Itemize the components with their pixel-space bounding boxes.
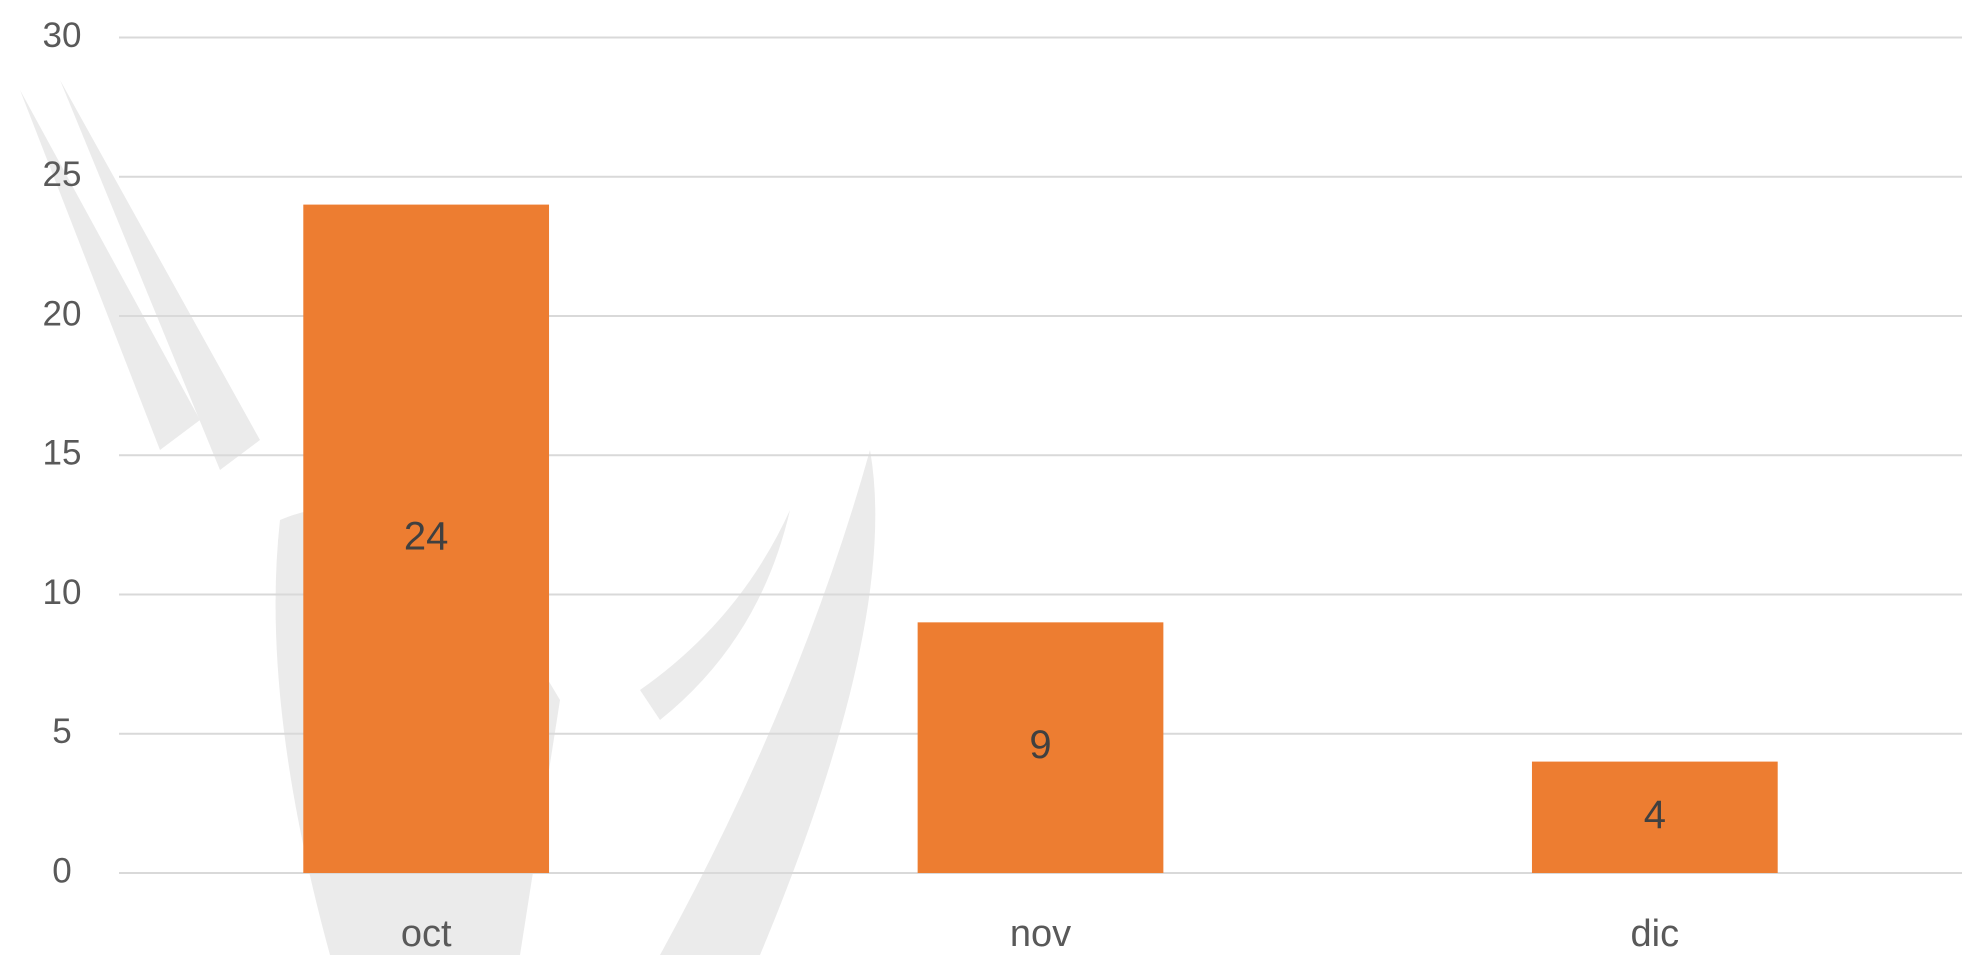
x-tick-label: nov [1010, 913, 1071, 955]
bar [917, 622, 1164, 873]
y-tick-label: 10 [43, 573, 82, 612]
bar [1531, 761, 1778, 873]
y-tick-label: 0 [52, 851, 71, 890]
y-tick-label: 30 [43, 16, 82, 55]
y-tick-label: 15 [43, 434, 82, 473]
data-label: 24 [404, 514, 449, 558]
bar [303, 204, 550, 874]
data-label: 9 [1029, 723, 1051, 767]
y-tick-label: 25 [43, 155, 82, 194]
data-label: 4 [1644, 793, 1666, 837]
y-tick-label: 20 [43, 294, 82, 333]
x-tick-label: oct [401, 913, 452, 955]
y-tick-label: 5 [52, 712, 71, 751]
x-tick-label: dic [1631, 913, 1680, 955]
